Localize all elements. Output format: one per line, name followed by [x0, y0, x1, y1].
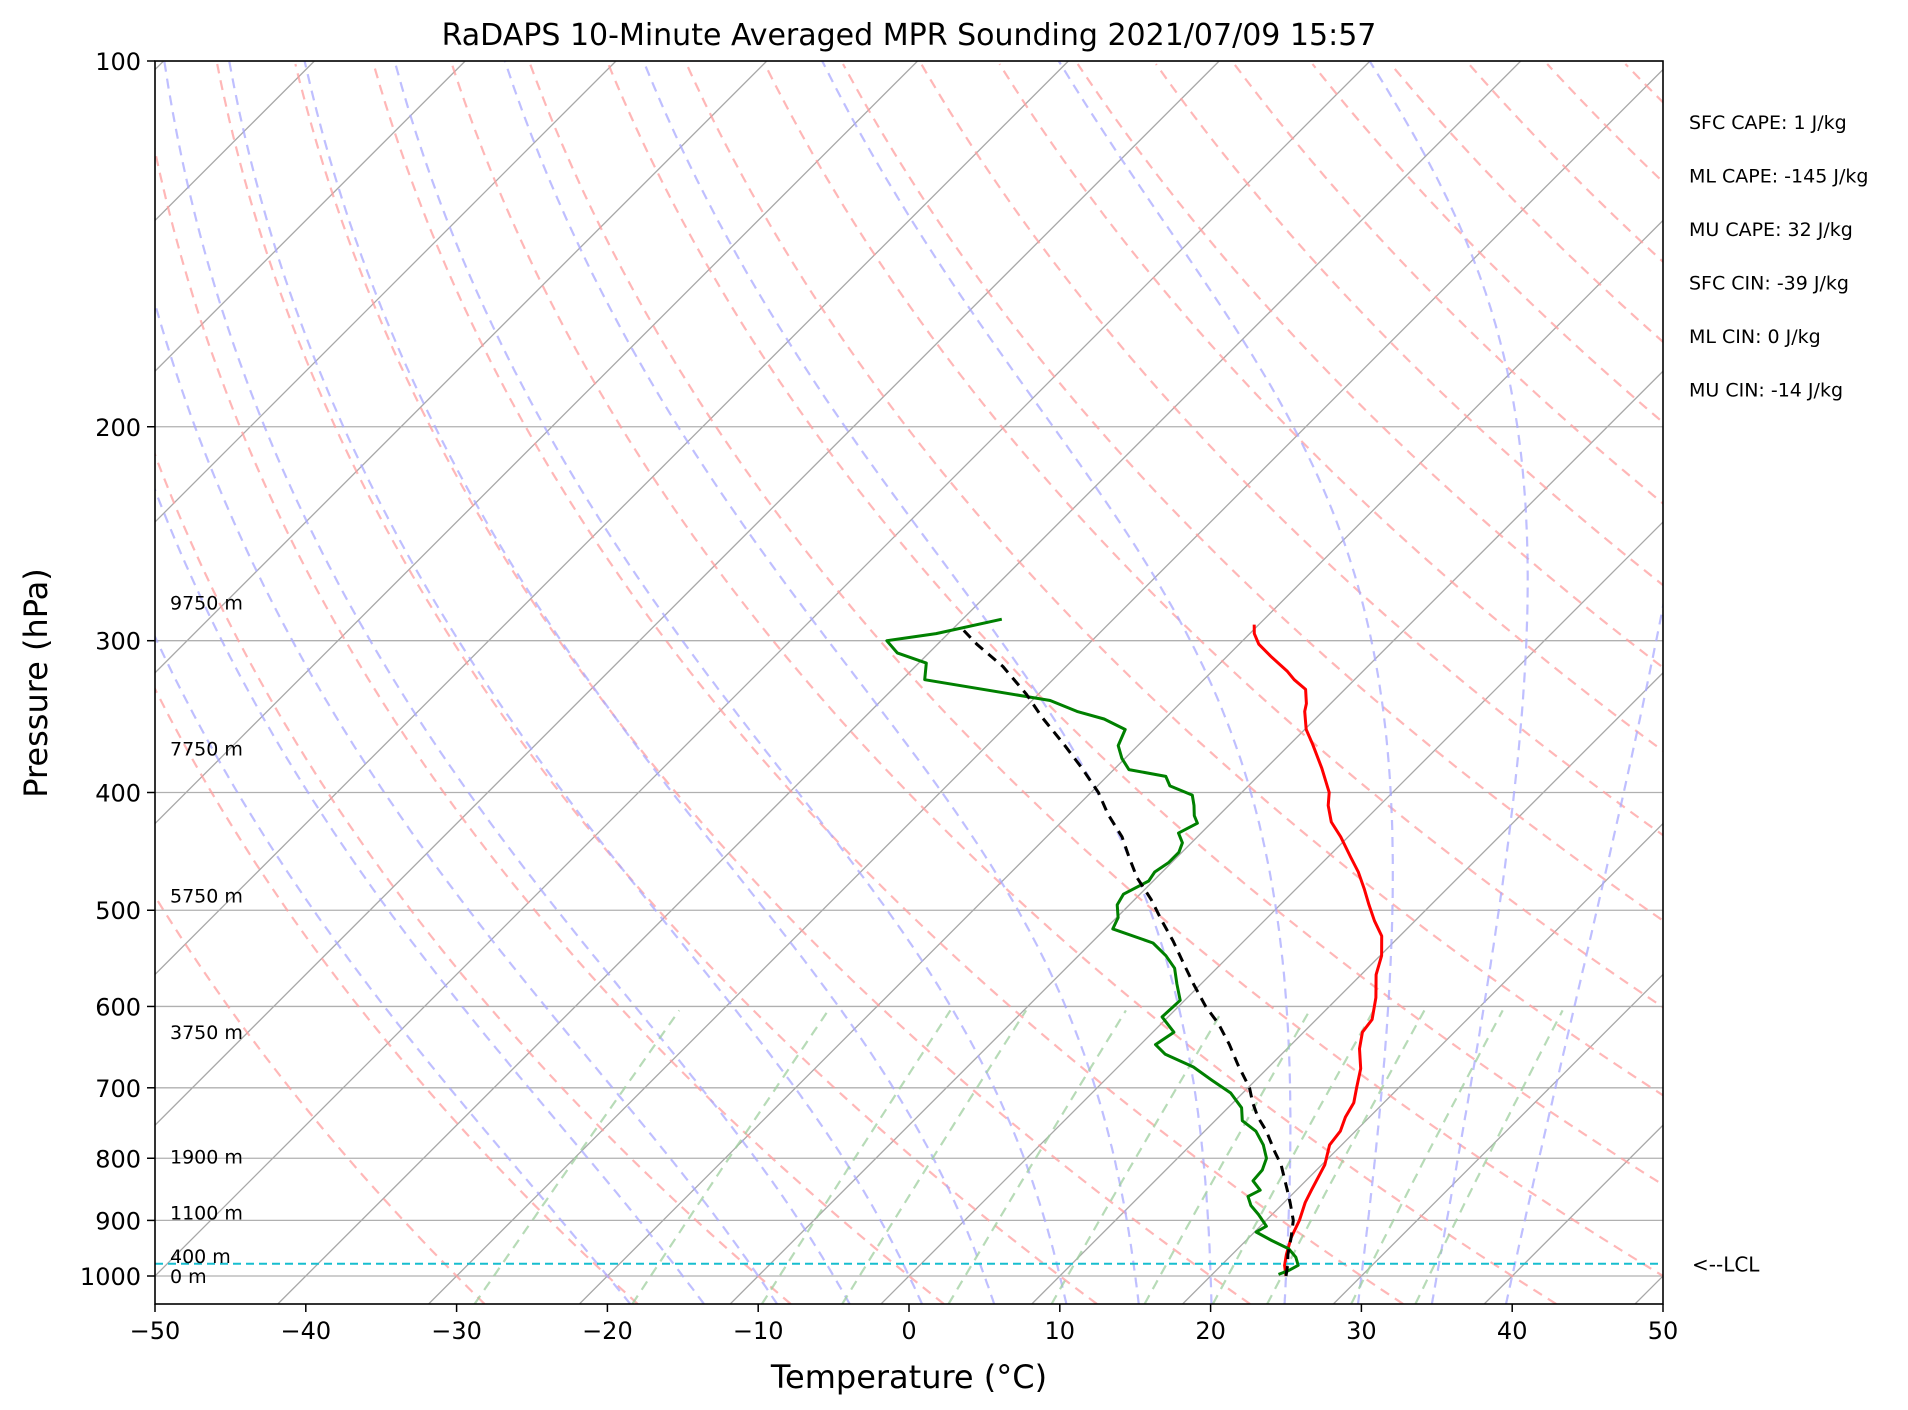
lcl-label: <--LCL: [1692, 1253, 1760, 1277]
y-tick-label: 900: [95, 1207, 141, 1235]
height-label: 5750 m: [170, 885, 243, 907]
x-tick-label: 0: [901, 1317, 916, 1345]
height-label: 9750 m: [170, 592, 243, 614]
y-axis-label: Pressure (hPa): [17, 568, 55, 798]
x-axis-label: Temperature (°C): [770, 1358, 1047, 1396]
chart-title: RaDAPS 10-Minute Averaged MPR Sounding 2…: [442, 18, 1377, 53]
x-tick-label: −20: [582, 1317, 633, 1345]
height-label: 1100 m: [170, 1203, 243, 1225]
stat-line: SFC CAPE: 1 J/kg: [1689, 112, 1847, 134]
y-tick-label: 500: [95, 897, 141, 925]
height-label: 3750 m: [170, 1022, 243, 1044]
stat-line: SFC CIN: -39 J/kg: [1689, 273, 1849, 295]
x-tick-label: 30: [1346, 1317, 1377, 1345]
y-tick-label: 1000: [80, 1263, 141, 1291]
y-tick-label: 600: [95, 993, 141, 1021]
x-tick-label: 10: [1045, 1317, 1076, 1345]
stat-line: ML CAPE: -145 J/kg: [1689, 166, 1868, 188]
y-tick-label: 100: [95, 48, 141, 76]
y-tick-label: 200: [95, 414, 141, 442]
stat-line: ML CIN: 0 J/kg: [1689, 326, 1821, 348]
x-tick-label: −50: [130, 1317, 181, 1345]
height-label: 400 m: [170, 1246, 231, 1268]
x-tick-label: −10: [733, 1317, 784, 1345]
height-label: 0 m: [170, 1266, 207, 1288]
y-tick-label: 700: [95, 1075, 141, 1103]
x-tick-label: −30: [431, 1317, 482, 1345]
height-label: 7750 m: [170, 739, 243, 761]
y-tick-label: 800: [95, 1145, 141, 1173]
y-tick-label: 300: [95, 628, 141, 656]
x-tick-label: 20: [1195, 1317, 1226, 1345]
x-tick-label: 50: [1648, 1317, 1679, 1345]
x-tick-label: 40: [1497, 1317, 1528, 1345]
height-label: 1900 m: [170, 1146, 243, 1168]
x-tick-label: −40: [280, 1317, 331, 1345]
stat-line: MU CIN: -14 J/kg: [1689, 380, 1843, 402]
stat-line: MU CAPE: 32 J/kg: [1689, 219, 1853, 241]
y-tick-label: 400: [95, 780, 141, 808]
